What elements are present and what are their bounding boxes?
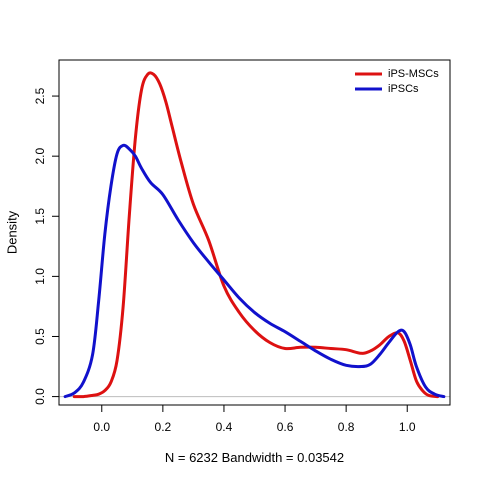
x-axis-title: N = 6232 Bandwidth = 0.03542 [165, 450, 344, 465]
y-tick-label: 1.0 [33, 268, 47, 285]
y-tick-label: 0.0 [33, 388, 47, 405]
y-tick-label: 2.0 [33, 148, 47, 165]
legend-label: iPS-MSCs [388, 68, 439, 80]
x-tick-label: 1.0 [399, 420, 416, 434]
y-tick-label: 1.5 [33, 208, 47, 225]
y-axis: 0.0 0.5 1.0 1.5 2.0 2.5 [33, 87, 60, 405]
y-axis-title: Density [4, 210, 19, 254]
legend-label: iPSCs [388, 83, 419, 95]
legend: iPS-MSCs iPSCs [355, 68, 439, 95]
series-layer [63, 71, 446, 399]
series-line-ipscs [63, 143, 446, 399]
y-tick-label: 0.5 [33, 328, 47, 345]
x-tick-label: 0.2 [155, 420, 172, 434]
x-tick-label: 0.0 [93, 420, 110, 434]
x-axis: 0.0 0.2 0.4 0.6 0.8 1.0 [93, 404, 416, 434]
x-tick-label: 0.6 [277, 420, 294, 434]
y-tick-label: 2.5 [33, 87, 47, 104]
x-tick-label: 0.8 [338, 420, 355, 434]
x-tick-label: 0.4 [216, 420, 233, 434]
